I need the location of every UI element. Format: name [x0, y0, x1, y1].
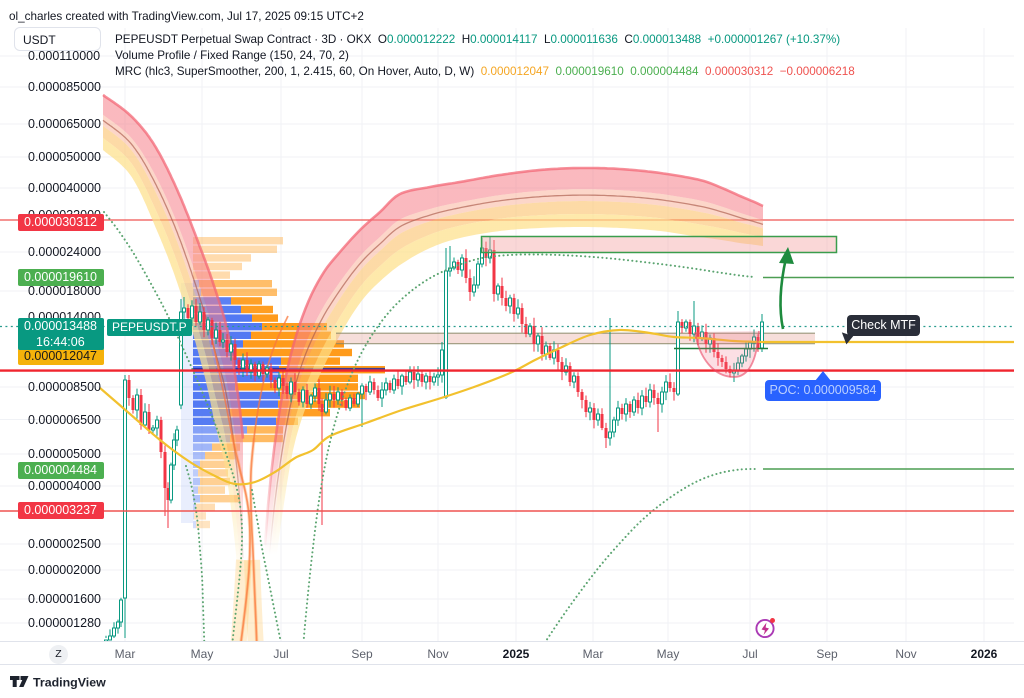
svg-text:TradingView: TradingView: [33, 676, 106, 690]
